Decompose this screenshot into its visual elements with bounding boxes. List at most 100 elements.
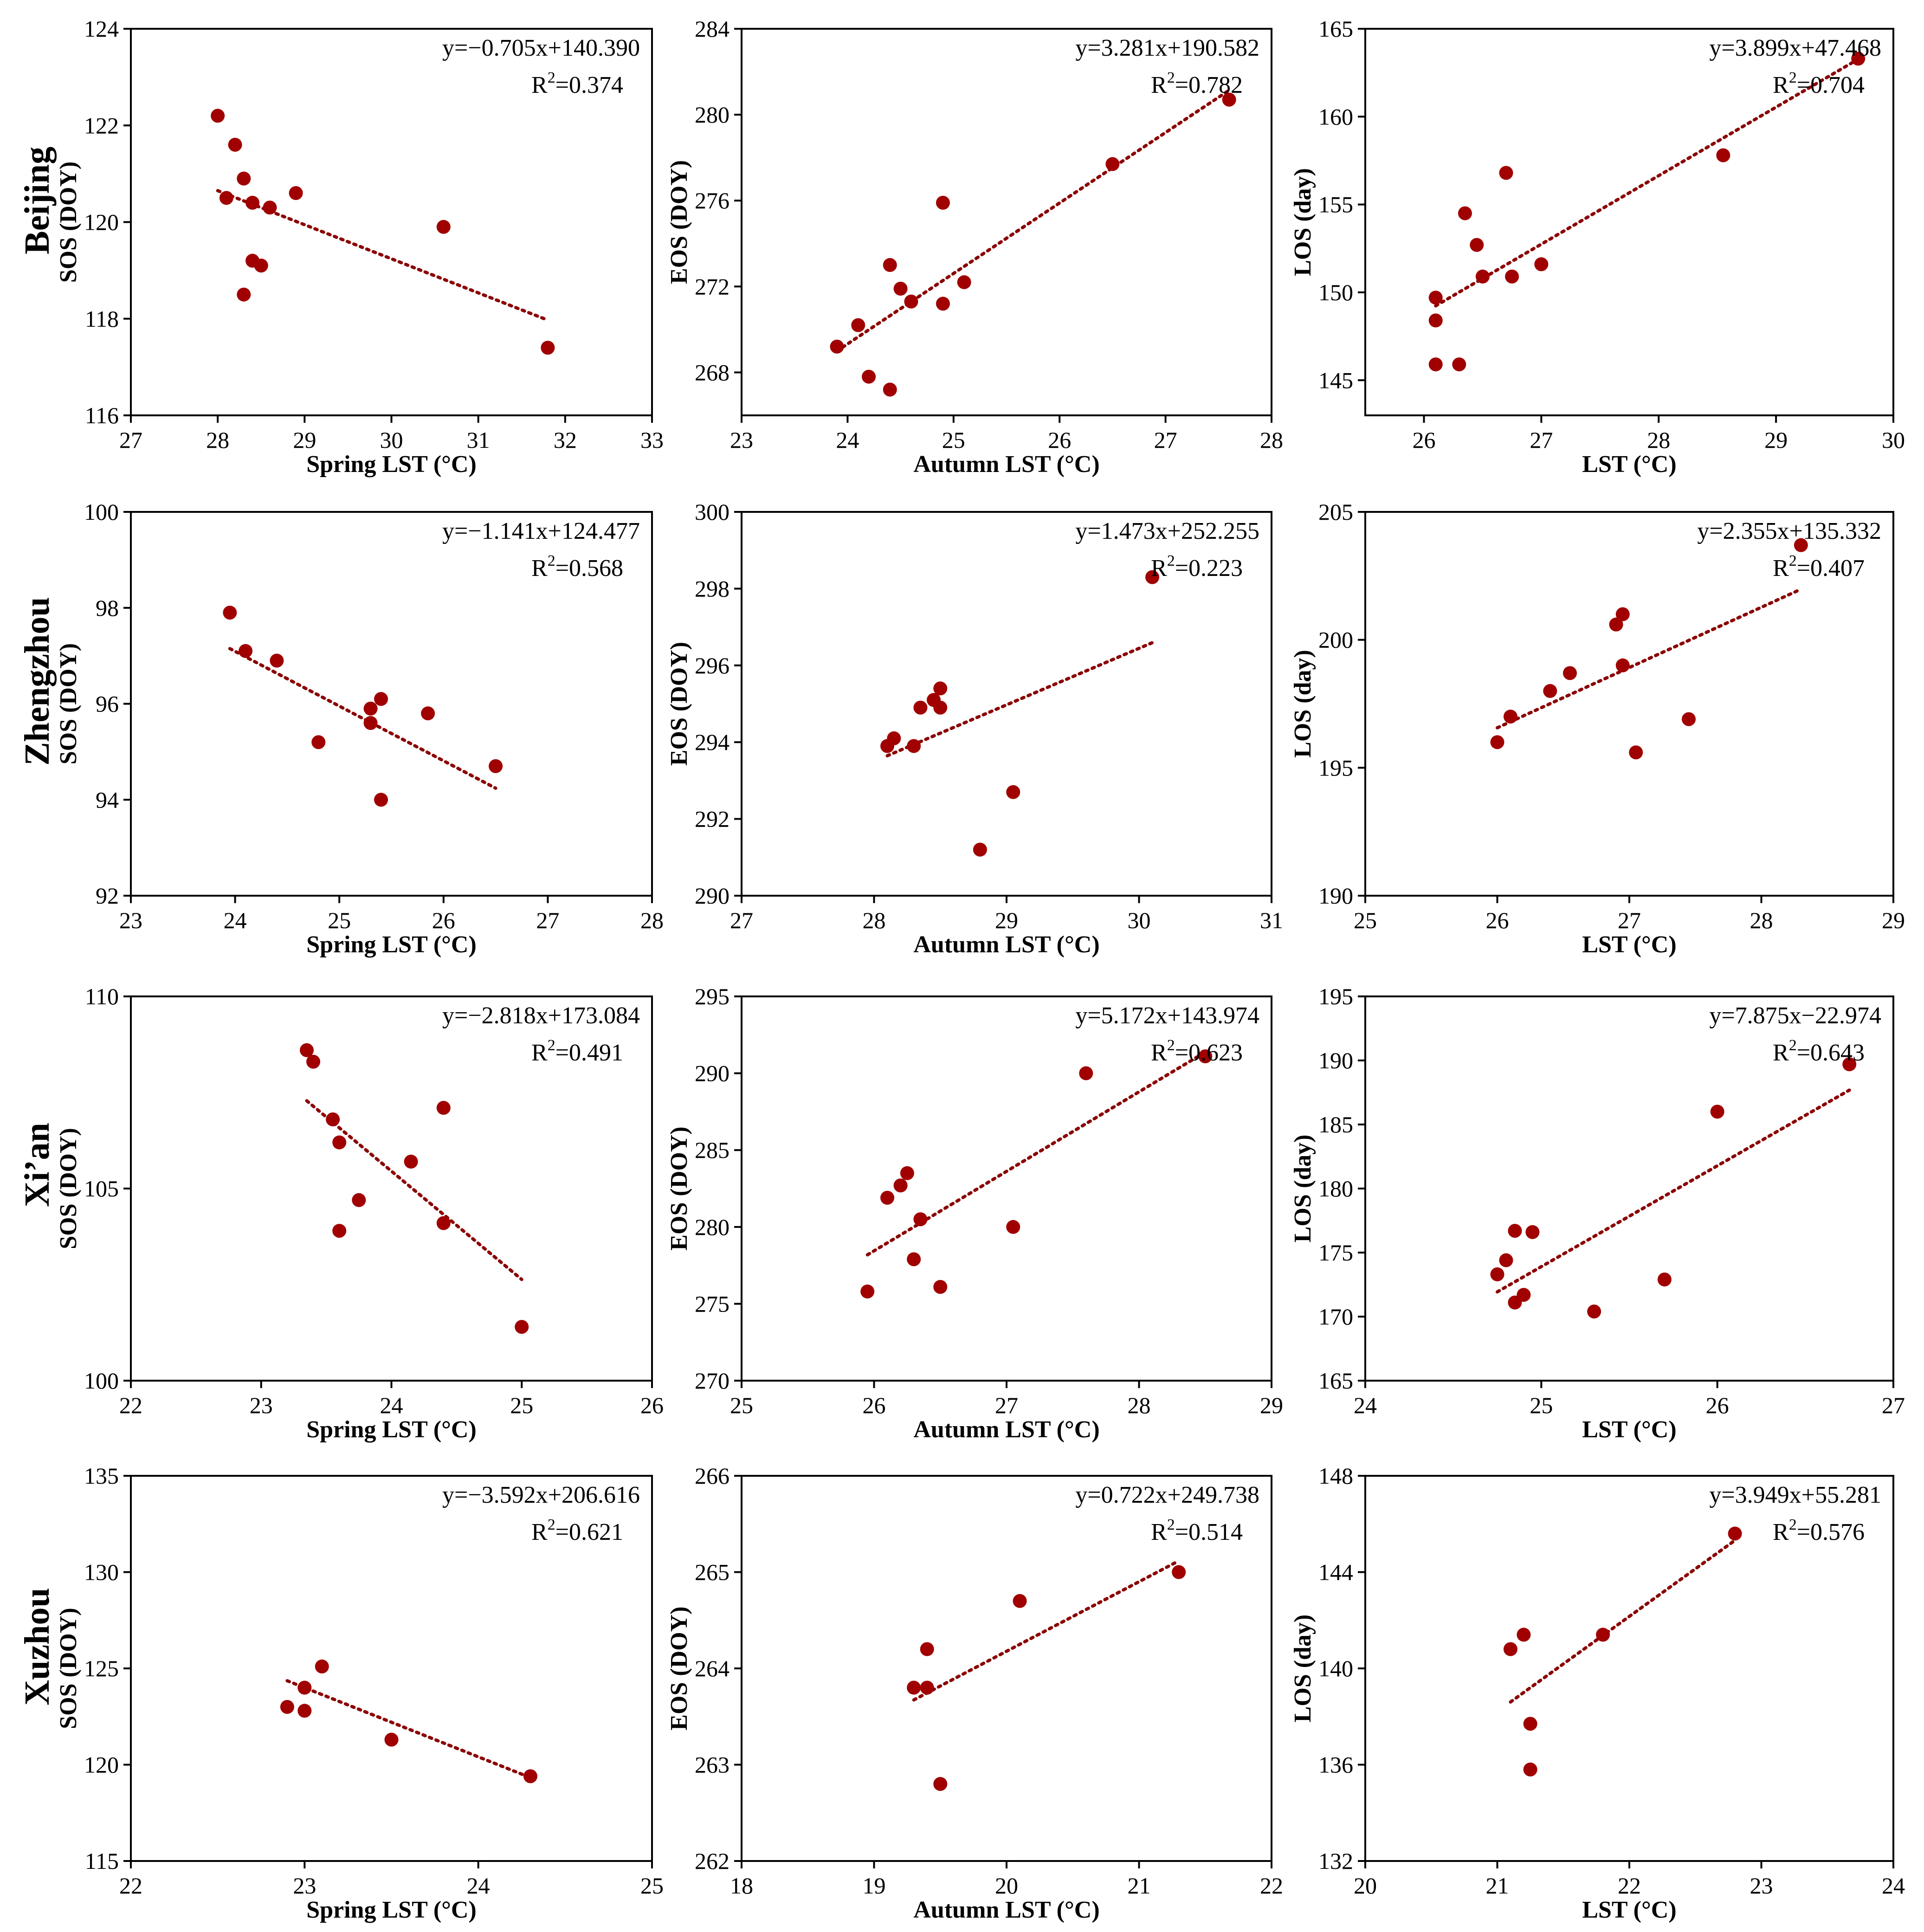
x-tick-label: 26 xyxy=(1486,907,1509,933)
y-tick-label: 148 xyxy=(1318,1463,1353,1489)
data-point xyxy=(1842,1057,1857,1072)
r-squared: R2=0.223 xyxy=(1151,552,1243,582)
x-axis-title: Autumn LST (°C) xyxy=(913,931,1099,958)
r-squared-symbol: R xyxy=(1151,72,1167,98)
data-point xyxy=(352,1193,366,1207)
regression-line xyxy=(835,88,1231,353)
data-point xyxy=(311,735,326,750)
y-axis-title: EOS (DOY) xyxy=(666,642,692,766)
data-point xyxy=(1609,617,1623,632)
regression-line xyxy=(885,641,1154,757)
data-point xyxy=(1851,52,1866,66)
y-tick-label: 190 xyxy=(1318,1047,1353,1073)
x-tick-label: 19 xyxy=(863,1873,886,1899)
y-axis-title: SOS (DOY) xyxy=(55,1128,82,1249)
data-point xyxy=(363,701,378,716)
y-tick-label: 272 xyxy=(695,273,730,299)
x-axis-title: Spring LST (°C) xyxy=(306,1897,477,1923)
y-tick-label: 175 xyxy=(1318,1240,1353,1266)
r-squared-superscript: 2 xyxy=(548,69,555,86)
y-tick-label: 150 xyxy=(1318,279,1353,305)
r-squared: R2=0.621 xyxy=(531,1516,623,1545)
r-squared-symbol: R xyxy=(1151,1040,1167,1066)
y-tick-label: 195 xyxy=(1318,983,1353,1009)
data-point xyxy=(363,716,378,730)
regression-line xyxy=(1496,1088,1851,1294)
data-point xyxy=(297,1704,312,1718)
y-tick-label: 280 xyxy=(695,102,730,128)
r-squared-symbol: R xyxy=(531,72,548,98)
x-tick-label: 25 xyxy=(730,1392,753,1418)
x-tick-label: 25 xyxy=(1354,907,1377,933)
r-squared-superscript: 2 xyxy=(1789,69,1797,86)
x-tick-label: 26 xyxy=(640,1392,664,1418)
y-tick-label: 190 xyxy=(1318,883,1353,909)
y-axis-title: LOS (day) xyxy=(1290,1615,1316,1723)
scatter-panel: 23 24 25 26 27 28 268 272 276 280 284 Autumn LST (°… xyxy=(666,16,1283,478)
data-point xyxy=(1499,166,1513,180)
r-squared: R2=0.374 xyxy=(531,69,623,98)
r-squared-value: =0.643 xyxy=(1797,1040,1865,1066)
x-tick-label: 29 xyxy=(1260,1392,1283,1418)
data-point xyxy=(1517,1288,1531,1302)
scatter-panel: 27 28 29 30 31 32 33 116 118 120 122 124 Spring LST … xyxy=(18,16,664,478)
r-squared-value: =0.491 xyxy=(555,1040,623,1066)
x-axis-title: Autumn LST (°C) xyxy=(913,451,1099,478)
data-point xyxy=(1728,1526,1742,1541)
x-axis-title: Spring LST (°C) xyxy=(306,451,477,478)
data-point xyxy=(883,382,897,397)
data-point xyxy=(489,759,503,773)
x-tick-label: 29 xyxy=(995,907,1018,933)
y-tick-label: 200 xyxy=(1318,627,1353,653)
x-tick-label: 26 xyxy=(863,1392,886,1418)
x-axis-title: Spring LST (°C) xyxy=(306,1416,477,1443)
x-tick-label: 22 xyxy=(119,1873,142,1899)
y-tick-label: 120 xyxy=(84,209,119,235)
y-tick-label: 170 xyxy=(1318,1304,1353,1330)
y-tick-label: 270 xyxy=(695,1368,730,1394)
scatter-panel: 22 23 24 25 115 120 125 130 135 Spring LST (°C) SO… xyxy=(18,1463,664,1923)
r-squared: R2=0.643 xyxy=(1773,1037,1865,1066)
scatter-panel: 20 21 22 23 24 132 136 140 144 148 LST (°C) LOS (da… xyxy=(1290,1463,1905,1923)
x-tick-label: 26 xyxy=(1706,1392,1729,1418)
x-tick-label: 27 xyxy=(1618,907,1641,933)
data-point xyxy=(936,297,950,311)
data-point xyxy=(1222,92,1236,107)
regression-equation: y=0.722x+249.738 xyxy=(1075,1482,1259,1508)
y-tick-label: 100 xyxy=(84,1368,119,1394)
x-axis-title: Autumn LST (°C) xyxy=(913,1416,1099,1443)
y-tick-label: 300 xyxy=(695,499,730,525)
r-squared-superscript: 2 xyxy=(548,1516,555,1533)
x-axis-title: LST (°C) xyxy=(1582,931,1676,958)
x-tick-label: 23 xyxy=(730,427,753,453)
regression-equation: y=5.172x+143.974 xyxy=(1075,1002,1259,1029)
y-tick-label: 280 xyxy=(695,1214,730,1240)
data-point xyxy=(1534,257,1549,271)
y-tick-label: 122 xyxy=(84,112,119,138)
x-tick-label: 23 xyxy=(250,1392,273,1418)
data-point xyxy=(223,606,237,620)
x-tick-label: 20 xyxy=(995,1873,1018,1899)
data-point xyxy=(1615,607,1630,621)
y-tick-label: 296 xyxy=(695,653,730,678)
x-tick-label: 22 xyxy=(1260,1873,1283,1899)
y-tick-label: 263 xyxy=(695,1752,730,1778)
y-tick-label: 290 xyxy=(695,883,730,909)
y-tick-label: 298 xyxy=(695,575,730,601)
r-squared-symbol: R xyxy=(1773,1040,1789,1066)
data-point xyxy=(326,1112,340,1126)
r-squared: R2=0.491 xyxy=(531,1037,623,1066)
data-point xyxy=(1499,1253,1513,1267)
x-tick-label: 27 xyxy=(995,1392,1018,1418)
regression-equation: y=3.949x+55.281 xyxy=(1709,1482,1881,1508)
x-tick-label: 29 xyxy=(1882,907,1905,933)
x-tick-label: 27 xyxy=(1530,427,1553,453)
y-tick-label: 265 xyxy=(695,1559,730,1585)
data-point xyxy=(1682,712,1696,726)
x-tick-label: 32 xyxy=(554,427,577,453)
data-point xyxy=(1525,1225,1540,1239)
data-point xyxy=(374,793,388,807)
data-point xyxy=(1145,570,1160,584)
y-tick-label: 115 xyxy=(85,1848,119,1874)
x-tick-label: 27 xyxy=(119,427,142,453)
